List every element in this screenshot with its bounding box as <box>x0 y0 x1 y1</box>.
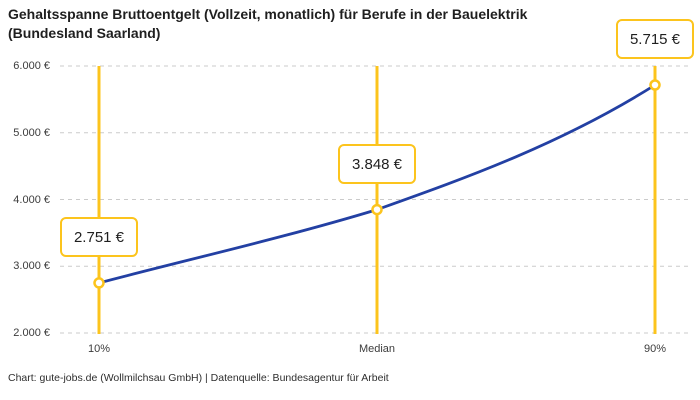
data-point-marker <box>371 203 383 216</box>
x-axis-category-label: 90% <box>643 343 667 355</box>
value-callout-Median: 3.848 € <box>338 144 416 184</box>
chart-title: Gehaltsspanne Bruttoentgelt (Vollzeit, m… <box>8 6 528 41</box>
value-callout-90%: 5.715 € <box>616 19 694 59</box>
y-axis-tick-label: 2.000 € <box>13 327 50 339</box>
y-axis-tick-label: 6.000 € <box>13 60 50 72</box>
data-point-marker <box>93 277 105 289</box>
source-caption: Chart: gute-jobs.de (Wollmilchsau GmbH) … <box>8 372 389 384</box>
y-axis-tick-label: 5.000 € <box>13 126 50 139</box>
x-axis-category-label: Median <box>358 343 396 355</box>
y-axis-tick-label: 3.000 € <box>13 260 50 273</box>
value-callout-10%: 2.751 € <box>60 217 138 257</box>
x-axis-category-label: 10% <box>87 343 111 355</box>
data-point-marker <box>649 79 661 91</box>
y-axis-tick-label: 4.000 € <box>13 193 50 206</box>
